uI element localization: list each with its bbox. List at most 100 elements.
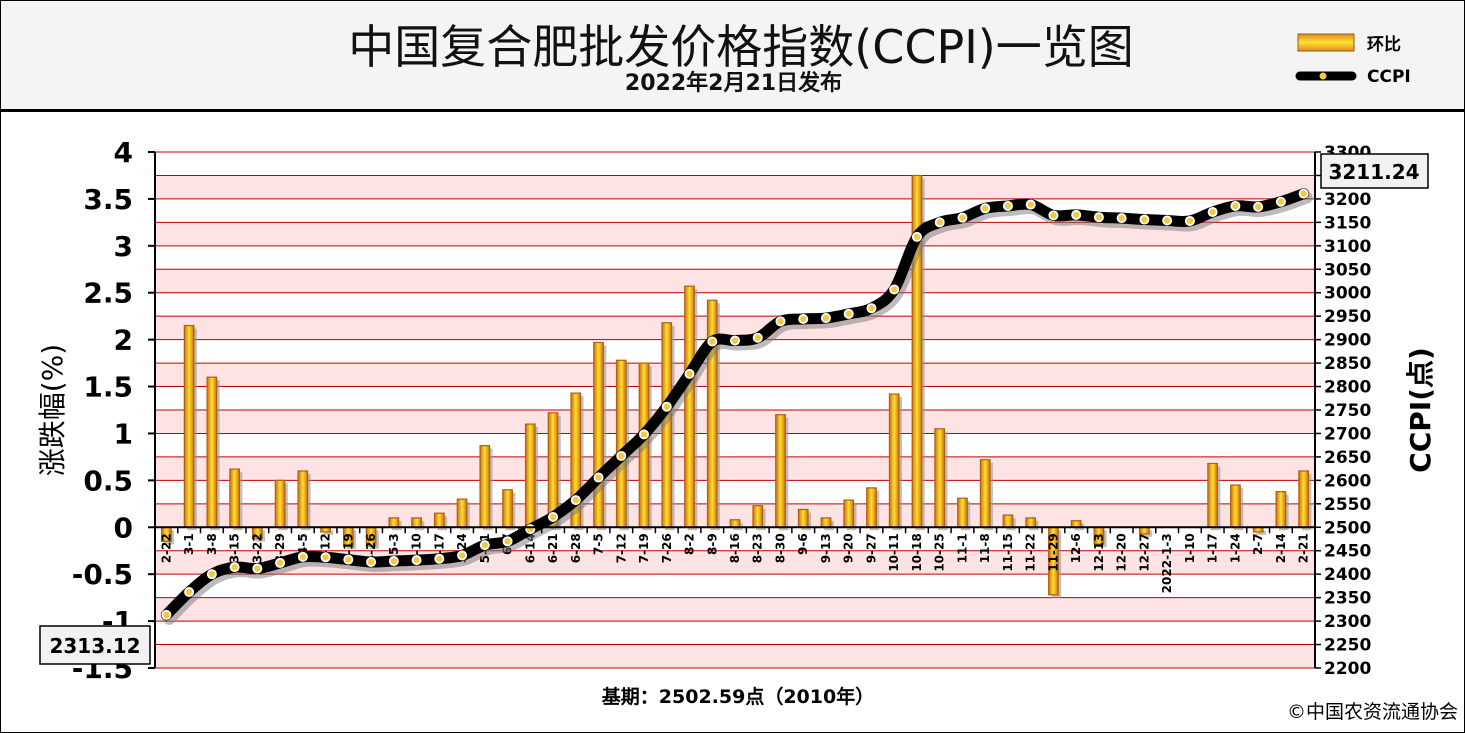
ccpi-point xyxy=(891,286,898,293)
right-tick-label: 2200 xyxy=(1324,659,1371,679)
left-tick-label: 1 xyxy=(114,417,133,450)
background-band xyxy=(155,456,1315,481)
bar xyxy=(775,414,786,528)
ccpi-point xyxy=(572,496,579,504)
ccpi-point xyxy=(618,452,625,460)
x-tick-label: 8-30 xyxy=(773,533,787,563)
x-tick-label: 11-22 xyxy=(1024,533,1038,571)
right-tick-label: 2450 xyxy=(1324,542,1371,562)
background-band xyxy=(155,222,1315,246)
ccpi-point xyxy=(1141,216,1148,223)
ccpi-point xyxy=(845,310,852,318)
ccpi-point xyxy=(1300,190,1307,197)
right-tick-label: 2400 xyxy=(1324,565,1371,585)
ccpi-point xyxy=(1004,202,1012,210)
x-tick-label: 2-22 xyxy=(159,533,173,563)
background-band xyxy=(155,316,1315,340)
right-tick-label: 2350 xyxy=(1324,589,1371,609)
bar xyxy=(297,470,309,528)
bar xyxy=(752,505,764,528)
right-tick-label: 2700 xyxy=(1324,424,1371,444)
x-tick-label: 11-15 xyxy=(1001,533,1015,571)
x-tick-label: 7-5 xyxy=(592,533,606,555)
chart-title: 中国复合肥批发价格指数(CCPI)一览图 xyxy=(348,20,1134,74)
ccpi-point xyxy=(754,334,761,341)
left-axis-ticks: 43.532.521.510.50-0.5-1-1.5 xyxy=(72,136,155,685)
legend-line-label: CCPI xyxy=(1367,67,1411,87)
bar xyxy=(479,445,491,528)
x-tick-label: 2-14 xyxy=(1274,533,1288,563)
ccpi-point xyxy=(1232,202,1239,210)
bar xyxy=(729,519,741,528)
bar xyxy=(684,285,695,528)
ccpi-point xyxy=(1050,212,1057,219)
ccpi-point xyxy=(276,559,284,567)
base-period-note: 基期：2502.59点（2010年） xyxy=(601,685,874,708)
ccpi-point xyxy=(481,541,489,549)
ccpi-point xyxy=(549,513,557,521)
x-tick-label: 1-24 xyxy=(1228,533,1242,563)
right-tick-label: 3150 xyxy=(1324,213,1371,233)
ccpi-point xyxy=(640,431,648,438)
bar xyxy=(615,359,627,528)
ccpi-point xyxy=(981,205,989,212)
ccpi-point xyxy=(458,552,466,559)
ccpi-point xyxy=(367,558,375,566)
ccpi-point xyxy=(231,563,238,571)
chart-subtitle: 2022年2月21日发布 xyxy=(624,71,843,96)
bar xyxy=(888,393,900,528)
left-tick-label: 3.5 xyxy=(83,183,133,216)
right-tick-label: 2550 xyxy=(1324,495,1371,515)
x-tick-label: 1-17 xyxy=(1206,533,1220,563)
annotation-first: 2313.12 xyxy=(39,625,151,665)
left-tick-label: 4 xyxy=(114,136,133,169)
ccpi-point xyxy=(185,588,193,596)
x-tick-label: 12-27 xyxy=(1137,533,1151,571)
ccpi-point xyxy=(959,214,966,221)
x-tick-label: 2022-1-3 xyxy=(1160,533,1174,593)
x-tick-label: 7-26 xyxy=(660,533,674,563)
x-tick-label: 4-26 xyxy=(364,533,378,563)
bar xyxy=(1230,484,1241,528)
right-tick-label: 2500 xyxy=(1324,518,1371,538)
left-tick-label: -0.5 xyxy=(72,558,133,591)
x-tick-label: 9-20 xyxy=(842,533,856,563)
x-tick-label: 8-2 xyxy=(683,533,697,555)
left-tick-label: 0.5 xyxy=(83,464,133,497)
ccpi-point xyxy=(777,318,784,325)
x-tick-label: 12-20 xyxy=(1115,533,1129,571)
bar xyxy=(502,489,513,528)
ccpi-point xyxy=(709,338,716,345)
ccpi-point xyxy=(436,555,443,562)
left-tick-label: 1.5 xyxy=(83,371,133,404)
bar xyxy=(1275,491,1287,528)
ccpi-point xyxy=(1163,217,1171,224)
ccpi-point xyxy=(800,315,807,323)
x-tick-label: 3-8 xyxy=(205,533,219,555)
bar xyxy=(1002,514,1014,528)
annotation-last: 3211.24 xyxy=(1320,153,1429,189)
x-tick-label: 11-1 xyxy=(955,533,969,563)
background-band xyxy=(155,269,1315,293)
ccpi-point xyxy=(822,314,830,322)
x-tick-label: 11-29 xyxy=(1046,533,1060,571)
bar xyxy=(388,517,400,528)
right-tick-label: 2950 xyxy=(1324,307,1371,327)
right-tick-label: 3200 xyxy=(1324,190,1371,210)
x-tick-label: 3-29 xyxy=(273,533,287,563)
bar xyxy=(820,517,832,528)
bar xyxy=(934,428,946,528)
ccpi-point xyxy=(208,570,216,578)
x-tick-label: 9-13 xyxy=(819,533,833,563)
bar xyxy=(456,498,468,528)
bar xyxy=(183,324,195,528)
background-band xyxy=(155,175,1315,199)
x-tick-label: 9-6 xyxy=(796,533,810,555)
bar-shadow xyxy=(323,530,334,535)
ccpi-point xyxy=(299,553,307,561)
x-tick-label: 8-23 xyxy=(751,533,765,563)
left-tick-label: 2.5 xyxy=(83,277,133,310)
x-tick-label: 12-13 xyxy=(1092,533,1106,571)
ccpi-point xyxy=(1072,211,1080,219)
x-tick-label: 8-9 xyxy=(705,533,719,555)
